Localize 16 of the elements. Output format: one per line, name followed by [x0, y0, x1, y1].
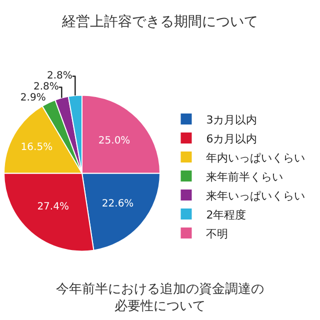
data-label: 2.9%: [20, 92, 46, 104]
data-label: 27.4%: [37, 201, 69, 212]
legend-label: 6カ月以内: [206, 132, 258, 146]
text: 今年前半における追加の資金調達の必要性について: [56, 282, 264, 314]
data-label: 16.5%: [20, 142, 53, 153]
data-label: 22.6%: [102, 198, 134, 210]
legend-label: 来年前半くらい: [206, 170, 284, 184]
legend-label: 来年いっぱいくらい: [206, 189, 306, 202]
data-label: 25.0%: [98, 135, 130, 146]
legend-label: 不明: [206, 227, 228, 240]
chart-title: 経営上許容できる期間について: [61, 14, 258, 30]
data-label: 2.8%: [34, 82, 59, 93]
legend-label: 年内いっぱいくらい: [206, 151, 306, 164]
data-label: 2.8%: [46, 70, 72, 82]
legend-label: 3カ月以内: [206, 113, 258, 126]
legend-label: 2年程度: [206, 208, 246, 222]
